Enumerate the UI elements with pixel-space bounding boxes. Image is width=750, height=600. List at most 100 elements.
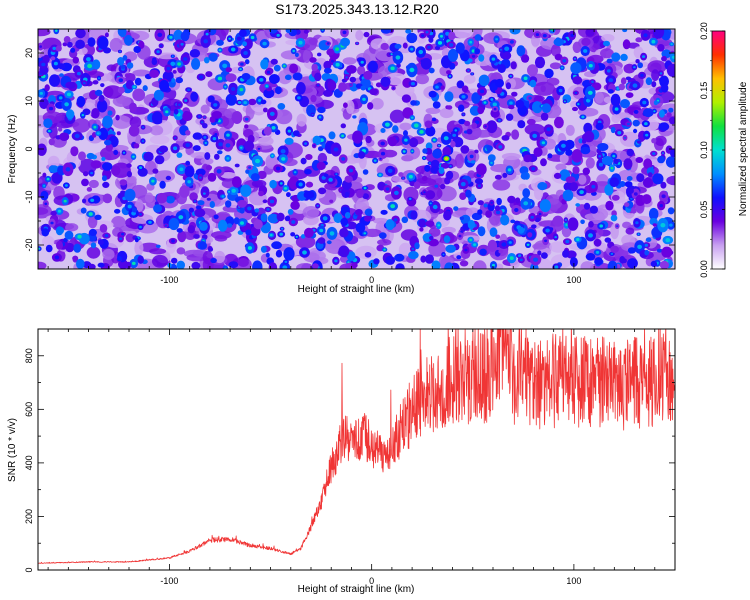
heat-cell xyxy=(495,38,498,41)
heat-cell xyxy=(294,52,299,57)
heat-cell xyxy=(507,168,512,172)
heat-cell xyxy=(604,237,612,243)
heat-cell xyxy=(447,48,459,62)
heat-cell xyxy=(165,195,175,204)
heat-cell xyxy=(668,107,674,113)
heat-cell xyxy=(365,135,372,144)
heat-cell xyxy=(401,216,409,224)
heat-cell xyxy=(535,33,540,37)
heat-cell xyxy=(650,260,658,267)
heat-cell xyxy=(321,175,326,180)
heat-cell xyxy=(117,86,125,94)
heat-cell xyxy=(619,255,626,264)
heat-cell xyxy=(503,51,512,60)
heat-cell xyxy=(318,187,327,195)
heat-cell xyxy=(450,140,456,148)
spectrogram-xtick-label: -100 xyxy=(160,275,178,285)
heat-cell xyxy=(240,62,244,66)
heat-cell xyxy=(226,157,230,160)
heat-cell xyxy=(553,38,565,47)
heat-cell xyxy=(517,226,525,234)
heat-cell xyxy=(38,261,47,269)
heat-cell xyxy=(610,126,616,134)
heat-cell xyxy=(437,224,441,227)
heat-cell xyxy=(644,243,648,247)
heat-cell xyxy=(565,149,573,156)
heat-cell xyxy=(355,30,364,41)
heat-cell xyxy=(581,115,585,119)
heat-cell xyxy=(291,220,296,224)
heat-cell xyxy=(309,57,317,63)
heat-cell xyxy=(396,63,401,68)
heat-cell xyxy=(102,266,108,269)
heat-cell xyxy=(335,173,338,176)
heat-cell xyxy=(53,61,58,66)
heat-cell xyxy=(425,254,434,264)
spectrogram-ylabel: Frequency (Hz) xyxy=(7,115,18,184)
heat-cell xyxy=(385,255,396,265)
heat-cell xyxy=(607,260,618,269)
heat-cell xyxy=(357,65,366,76)
heat-cell xyxy=(159,180,166,189)
heat-cell xyxy=(177,230,187,243)
heat-cell xyxy=(642,177,654,188)
heat-cell xyxy=(651,69,660,82)
heat-cell xyxy=(124,73,130,78)
heat-cell xyxy=(544,68,554,79)
heat-cell xyxy=(114,208,121,214)
heat-cell xyxy=(452,133,457,137)
heat-cell xyxy=(225,143,231,148)
heat-cell xyxy=(271,241,282,250)
heat-cell xyxy=(501,135,510,141)
heat-cell xyxy=(102,193,113,204)
heat-cell xyxy=(192,132,203,140)
heat-cell xyxy=(363,70,373,80)
heat-cell xyxy=(206,197,211,201)
heat-cell xyxy=(237,199,248,208)
heat-cell xyxy=(425,30,429,34)
heat-cell xyxy=(279,232,284,236)
heat-cell xyxy=(458,118,466,125)
heat-cell xyxy=(90,171,93,175)
heat-cell xyxy=(45,244,53,253)
heat-cell xyxy=(554,265,559,269)
heat-cell xyxy=(266,208,270,211)
heat-cell xyxy=(153,89,164,101)
heat-cell xyxy=(176,228,183,233)
heat-cell xyxy=(375,82,382,88)
heat-cell xyxy=(474,48,481,55)
heat-cell xyxy=(453,206,459,212)
heat-cell xyxy=(428,90,437,98)
heat-cell xyxy=(461,95,466,99)
heat-cell xyxy=(104,234,109,238)
heat-cell xyxy=(188,207,194,213)
heat-cell xyxy=(44,84,50,92)
heat-cell xyxy=(262,41,267,46)
heat-cell xyxy=(55,45,62,52)
heat-cell xyxy=(38,178,43,184)
heat-cell xyxy=(195,205,202,210)
heat-cell xyxy=(259,78,264,82)
heat-cell xyxy=(665,156,675,168)
heat-cell xyxy=(360,85,366,91)
heat-cell xyxy=(473,243,477,247)
heat-cell xyxy=(160,44,163,47)
heat-cell xyxy=(218,219,228,232)
spectrogram-xtick-label: 0 xyxy=(369,275,374,285)
heat-cell xyxy=(600,48,614,59)
heat-cell xyxy=(574,91,578,95)
heat-cell xyxy=(102,175,107,182)
heat-cell xyxy=(81,114,85,117)
heat-cell xyxy=(425,125,436,137)
heat-cell xyxy=(207,247,214,252)
heat-cell xyxy=(409,67,415,73)
heat-cell xyxy=(569,257,578,267)
heat-cell xyxy=(418,219,426,228)
heat-cell xyxy=(248,166,252,169)
heat-cell xyxy=(441,226,456,234)
heat-cell xyxy=(165,110,169,114)
heat-cell xyxy=(317,106,326,114)
heat-cell xyxy=(582,167,590,176)
heat-cell xyxy=(459,192,467,200)
